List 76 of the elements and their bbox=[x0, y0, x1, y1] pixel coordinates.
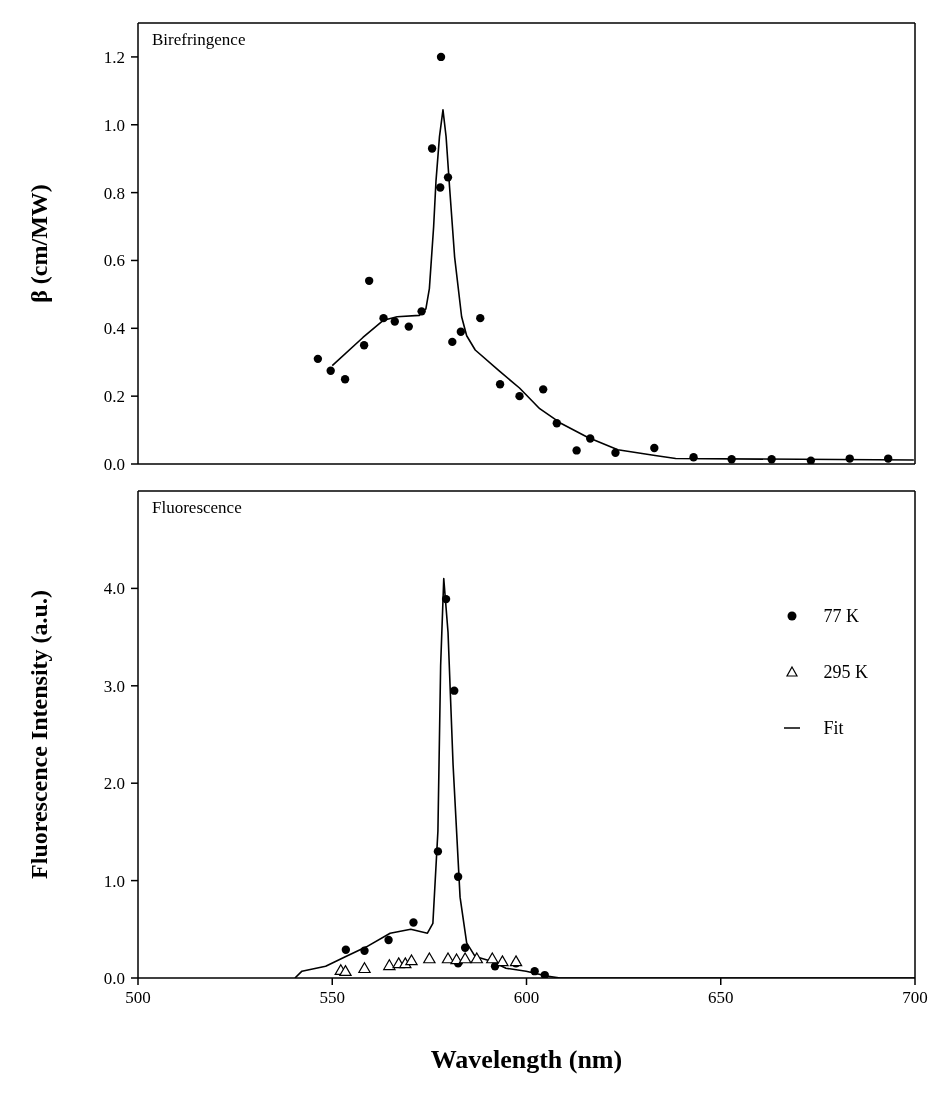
point bbox=[509, 955, 523, 967]
point bbox=[358, 962, 371, 974]
y-tick-label: 0.6 bbox=[103, 251, 125, 271]
point bbox=[384, 935, 393, 945]
point bbox=[360, 946, 369, 955]
point bbox=[572, 446, 581, 455]
y-axis-title: Fluorescence Intensity (a.u.) bbox=[25, 590, 52, 879]
x-tick-label: 550 bbox=[319, 988, 345, 1008]
point bbox=[540, 970, 549, 978]
annotation: Birefringence bbox=[152, 30, 246, 50]
x-axis-title: Wavelength (nm) bbox=[430, 1045, 623, 1074]
point bbox=[884, 454, 893, 463]
legend-label: 77 K bbox=[823, 605, 859, 627]
annotation: Fluorescence bbox=[152, 498, 242, 518]
point bbox=[427, 144, 437, 153]
point bbox=[806, 456, 816, 464]
point bbox=[453, 872, 463, 881]
y-tick-label: 4.0 bbox=[103, 579, 125, 599]
point bbox=[313, 354, 323, 364]
x-tick-label: 650 bbox=[708, 988, 734, 1008]
point bbox=[436, 183, 445, 192]
y-tick-label: 0.8 bbox=[103, 183, 125, 203]
y-tick-label: 1.0 bbox=[103, 871, 125, 891]
point bbox=[495, 380, 505, 389]
point bbox=[340, 375, 350, 384]
y-tick-label: 0.0 bbox=[103, 969, 125, 989]
point bbox=[515, 391, 524, 401]
point bbox=[436, 52, 446, 62]
point bbox=[339, 965, 352, 977]
y-axis-title: β (cm/MW) bbox=[25, 184, 52, 303]
y-tick-label: 0.4 bbox=[103, 319, 126, 339]
point bbox=[470, 952, 484, 964]
y-tick-label: 1.2 bbox=[103, 47, 125, 67]
point bbox=[460, 943, 470, 952]
y-tick-label: 3.0 bbox=[103, 676, 125, 696]
point bbox=[379, 313, 388, 323]
point bbox=[539, 385, 548, 394]
legend-label: Fit bbox=[823, 717, 844, 739]
point bbox=[450, 953, 463, 965]
point bbox=[423, 952, 436, 964]
y-tick-label: 1.0 bbox=[103, 115, 125, 135]
point bbox=[448, 337, 457, 347]
point bbox=[433, 847, 443, 856]
x-tick-label: 500 bbox=[125, 988, 151, 1008]
point bbox=[417, 307, 426, 316]
point bbox=[390, 317, 399, 326]
point bbox=[383, 959, 396, 971]
point bbox=[650, 443, 659, 453]
point bbox=[450, 686, 459, 695]
point bbox=[486, 952, 499, 964]
point bbox=[456, 327, 466, 336]
x-tick-label: 700 bbox=[902, 988, 928, 1008]
y-tick-label: 0.0 bbox=[103, 455, 125, 475]
point bbox=[611, 448, 620, 457]
point bbox=[530, 967, 539, 976]
point bbox=[845, 454, 854, 463]
point bbox=[727, 455, 736, 464]
point bbox=[364, 276, 374, 285]
point bbox=[341, 945, 351, 954]
point bbox=[689, 453, 698, 462]
point bbox=[443, 173, 453, 182]
x-tick-label: 600 bbox=[513, 988, 540, 1008]
point bbox=[552, 419, 561, 428]
point bbox=[409, 918, 418, 927]
legend-label: 295 K bbox=[823, 661, 868, 683]
point bbox=[458, 952, 472, 964]
point bbox=[476, 313, 485, 323]
point bbox=[359, 341, 369, 350]
point bbox=[441, 594, 451, 604]
point bbox=[586, 434, 595, 443]
point bbox=[326, 366, 335, 375]
y-tick-label: 2.0 bbox=[103, 774, 125, 794]
y-tick-label: 0.2 bbox=[103, 387, 125, 407]
point bbox=[767, 455, 776, 464]
point bbox=[405, 954, 418, 966]
point bbox=[404, 322, 413, 331]
